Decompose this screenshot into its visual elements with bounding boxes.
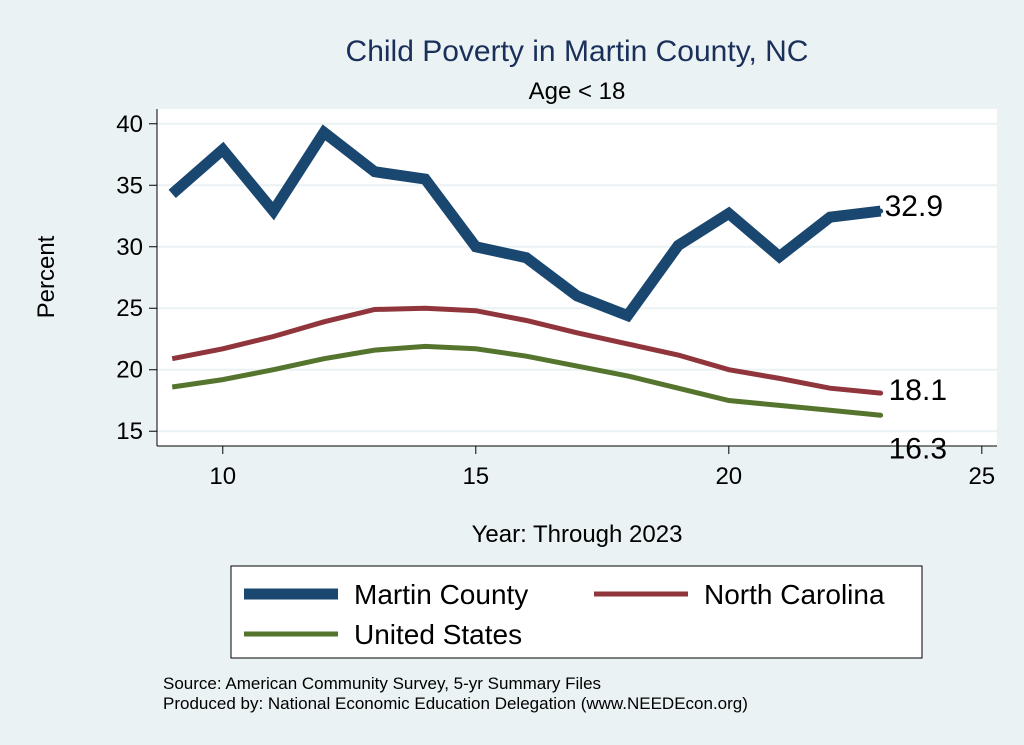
y-tick-label: 35 xyxy=(116,172,143,199)
end-labels: 32.9 18.1 16.3 xyxy=(878,190,947,465)
end-point xyxy=(878,208,884,214)
y-tick-label: 30 xyxy=(116,234,143,261)
x-tick-label: 20 xyxy=(715,463,742,490)
source-note: Source: American Community Survey, 5-yr … xyxy=(163,674,601,693)
legend: Martin County North Carolina United States xyxy=(230,565,923,659)
series-line-martin-county xyxy=(168,124,882,323)
y-axis-label: Percent xyxy=(33,235,60,318)
chart-title: Child Poverty in Martin County, NC xyxy=(346,35,809,68)
y-tick-label: 25 xyxy=(116,295,143,322)
series-lines xyxy=(168,124,882,418)
end-value-label: 32.9 xyxy=(885,190,943,223)
series-line-north-carolina xyxy=(171,305,881,396)
produced-by-note: Produced by: National Economic Education… xyxy=(163,694,748,713)
gridlines xyxy=(157,122,997,433)
end-point xyxy=(878,390,884,396)
x-axis-label: Year: Through 2023 xyxy=(472,521,683,548)
x-tick-label: 15 xyxy=(462,463,489,490)
legend-label: United States xyxy=(354,619,522,650)
plot-area xyxy=(157,109,997,446)
y-tick-label: 20 xyxy=(116,357,143,384)
x-tick-label: 25 xyxy=(968,463,995,490)
x-tick-label: 10 xyxy=(209,463,236,490)
chart-subtitle: Age < 18 xyxy=(529,78,626,105)
legend-label: Martin County xyxy=(354,579,528,610)
axes xyxy=(156,109,997,447)
y-tick-label: 15 xyxy=(116,418,143,445)
y-axis-ticks: 15 20 25 30 35 40 xyxy=(116,111,157,445)
legend-box xyxy=(230,565,923,659)
end-value-label: 16.3 xyxy=(889,432,947,465)
legend-label: North Carolina xyxy=(704,579,885,610)
end-point xyxy=(878,412,884,418)
y-tick-label: 40 xyxy=(116,111,143,138)
series-line-united-states xyxy=(171,343,881,418)
x-axis-ticks: 10 15 20 25 xyxy=(209,446,995,490)
end-value-label: 18.1 xyxy=(889,374,947,407)
